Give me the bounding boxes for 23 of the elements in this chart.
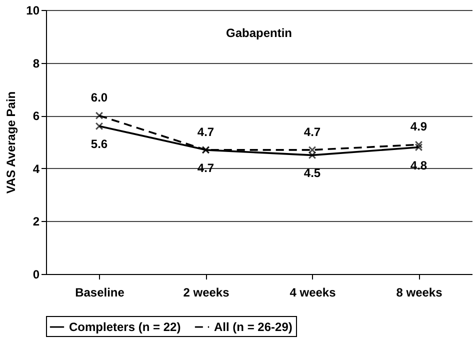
x-tick-label: 8 weeks	[396, 286, 443, 300]
data-label: 4.7	[304, 124, 321, 139]
point	[414, 143, 423, 152]
y-tick-label: 2	[32, 214, 40, 229]
x-tick-label: Baseline	[75, 286, 125, 300]
data-label: 4.5	[304, 166, 321, 180]
data-label: 4.7	[197, 124, 214, 139]
legend-label: All (n = 26-29)	[214, 320, 292, 334]
x-tick-label: 4 weeks	[290, 286, 336, 300]
y-axis-title: VAS Average Pain	[4, 91, 18, 194]
y-tick-label: 10	[26, 4, 40, 18]
data-label: 5.6	[90, 137, 108, 152]
data-label: 4.9	[410, 120, 428, 134]
x-tick-label: 2 weeks	[183, 286, 230, 300]
point	[95, 112, 104, 120]
y-tick-label: 8	[32, 56, 40, 70]
legend-label: Completers (n = 22)	[69, 320, 181, 334]
point	[95, 122, 104, 130]
y-tick-label: 0	[32, 268, 40, 282]
y-tick-label: 4	[32, 162, 40, 176]
text: Gabapentin	[226, 26, 292, 40]
y-tick-label: 6	[32, 109, 40, 124]
data-label: 6.0	[90, 90, 108, 105]
